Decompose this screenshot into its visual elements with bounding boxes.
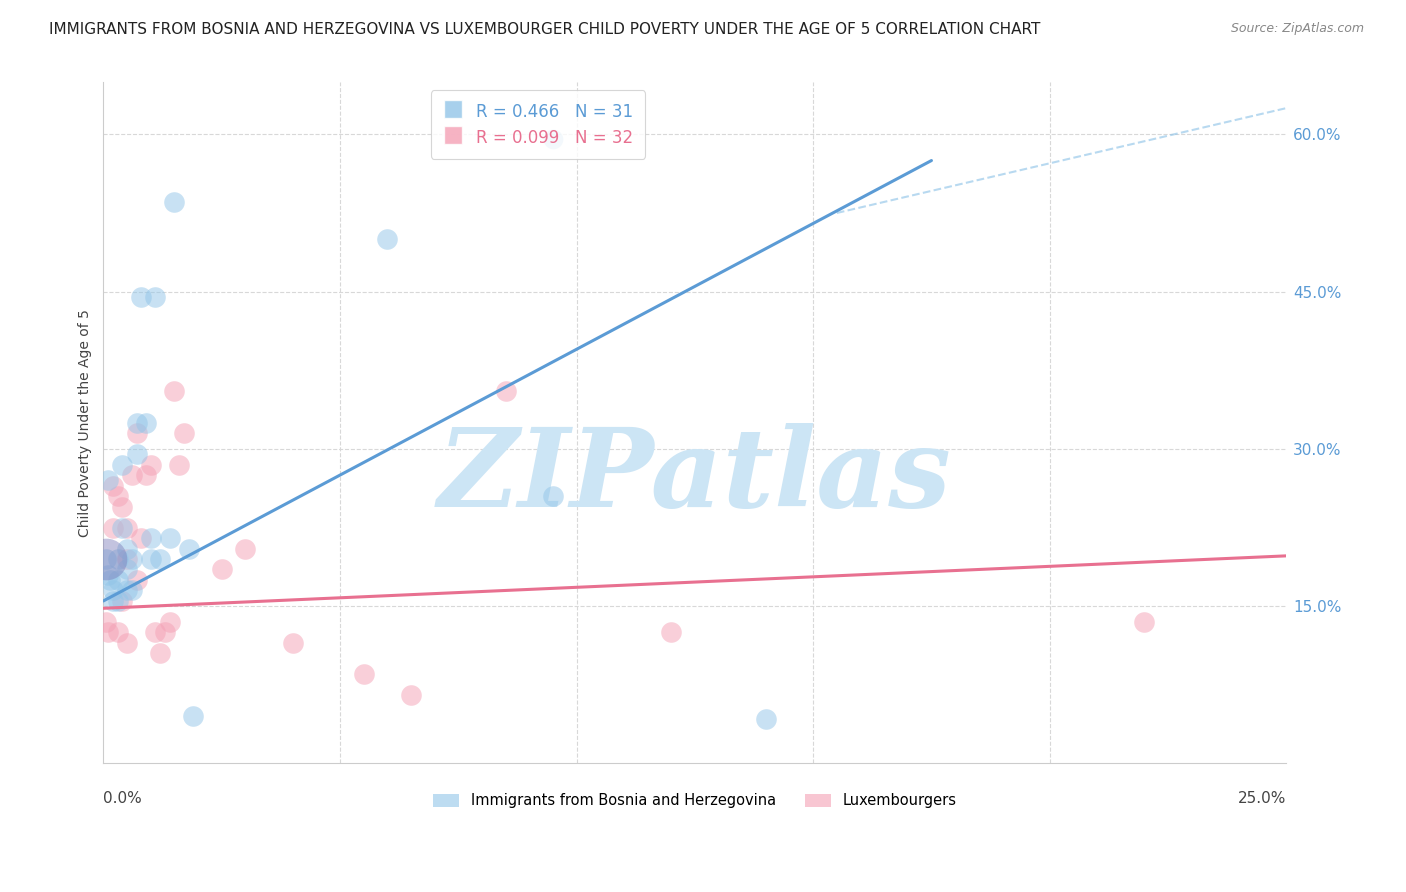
Point — [211, 562, 233, 576]
Point — [101, 594, 124, 608]
Point — [159, 531, 181, 545]
Point — [129, 531, 152, 545]
Point — [281, 636, 304, 650]
Point — [163, 384, 186, 399]
Point — [159, 615, 181, 629]
Point — [181, 709, 204, 723]
Point — [139, 458, 162, 472]
Point — [115, 636, 138, 650]
Point — [111, 520, 134, 534]
Point — [107, 552, 129, 566]
Point — [101, 520, 124, 534]
Point — [115, 562, 138, 576]
Point — [97, 474, 120, 488]
Point — [375, 232, 398, 246]
Point — [177, 541, 200, 556]
Text: 25.0%: 25.0% — [1237, 790, 1286, 805]
Point — [153, 625, 176, 640]
Point — [135, 468, 157, 483]
Point — [107, 594, 129, 608]
Point — [495, 384, 517, 399]
Point — [541, 489, 564, 503]
Point — [135, 416, 157, 430]
Point — [107, 625, 129, 640]
Point — [97, 567, 120, 582]
Point — [149, 552, 172, 566]
Text: 0.0%: 0.0% — [104, 790, 142, 805]
Point — [173, 426, 195, 441]
Point — [167, 458, 190, 472]
Point — [163, 195, 186, 210]
Text: Source: ZipAtlas.com: Source: ZipAtlas.com — [1230, 22, 1364, 36]
Point — [1133, 615, 1156, 629]
Point — [659, 625, 682, 640]
Point — [353, 667, 375, 681]
Point — [755, 713, 778, 727]
Point — [233, 541, 256, 556]
Point — [101, 583, 124, 598]
Point — [111, 458, 134, 472]
Text: ZIPatlas: ZIPatlas — [437, 424, 952, 531]
Point — [107, 573, 129, 587]
Point — [145, 290, 167, 304]
Point — [145, 625, 167, 640]
Point — [94, 615, 117, 629]
Point — [121, 583, 143, 598]
Text: IMMIGRANTS FROM BOSNIA AND HERZEGOVINA VS LUXEMBOURGER CHILD POVERTY UNDER THE A: IMMIGRANTS FROM BOSNIA AND HERZEGOVINA V… — [49, 22, 1040, 37]
Point — [125, 426, 148, 441]
Point — [111, 594, 134, 608]
Point — [115, 541, 138, 556]
Point — [129, 290, 152, 304]
Point — [121, 552, 143, 566]
Point — [94, 552, 117, 566]
Point — [125, 573, 148, 587]
Point — [101, 478, 124, 492]
Point — [100, 573, 122, 587]
Point — [399, 688, 422, 702]
Point — [149, 646, 172, 660]
Point — [111, 500, 134, 514]
Point — [107, 489, 129, 503]
Point — [541, 131, 564, 145]
Point — [115, 520, 138, 534]
Point — [139, 552, 162, 566]
Point — [125, 447, 148, 461]
Point — [139, 531, 162, 545]
Point — [97, 625, 120, 640]
Point — [115, 552, 138, 566]
Point — [125, 416, 148, 430]
Point — [94, 552, 117, 566]
Y-axis label: Child Poverty Under the Age of 5: Child Poverty Under the Age of 5 — [79, 309, 93, 537]
Legend: Immigrants from Bosnia and Herzegovina, Luxembourgers: Immigrants from Bosnia and Herzegovina, … — [427, 788, 963, 814]
Point — [121, 468, 143, 483]
Point — [115, 583, 138, 598]
